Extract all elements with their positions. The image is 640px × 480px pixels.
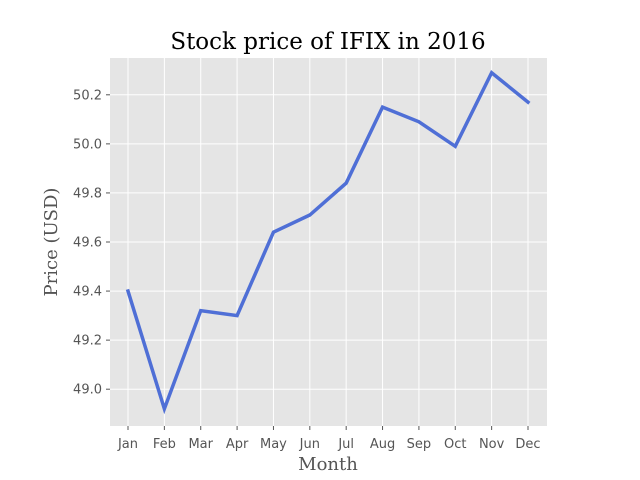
x-tick-label: Aug — [370, 437, 395, 452]
series-line — [125, 69, 531, 415]
y-tick-label: 50.2 — [73, 88, 102, 103]
y-tick-label: 49.0 — [73, 383, 102, 398]
series-layer — [125, 69, 531, 415]
x-tick-label: Sep — [407, 437, 432, 452]
x-tick-label: May — [260, 437, 287, 452]
x-axis-ticks: Jan Feb Mar Apr May Jun Jul Aug Sep Oct Nov Dec — [117, 426, 541, 452]
chart-title: Stock price of IFIX in 2016 — [170, 29, 485, 55]
x-tick-label: Mar — [188, 437, 213, 452]
y-tick-label: 50.0 — [73, 137, 102, 152]
x-tick-label: Dec — [515, 437, 540, 452]
x-tick-label: Jun — [299, 437, 320, 452]
x-tick-label: Jul — [337, 437, 354, 452]
y-axis-ticks: 49.0 49.2 49.4 49.6 49.8 50.0 50.2 — [73, 88, 110, 398]
x-tick-label: Jan — [117, 437, 138, 452]
y-tick-label: 49.4 — [73, 285, 102, 300]
grid-lines — [110, 58, 547, 426]
x-tick-label: Oct — [444, 437, 466, 452]
y-axis-label: Price (USD) — [41, 188, 62, 297]
y-tick-label: 49.2 — [73, 334, 102, 349]
x-tick-label: Apr — [226, 437, 249, 452]
y-tick-label: 49.6 — [73, 236, 102, 251]
x-tick-label: Nov — [479, 437, 505, 452]
x-axis-label: Month — [298, 454, 358, 475]
x-tick-label: Feb — [153, 437, 176, 452]
y-tick-label: 49.8 — [73, 186, 102, 201]
